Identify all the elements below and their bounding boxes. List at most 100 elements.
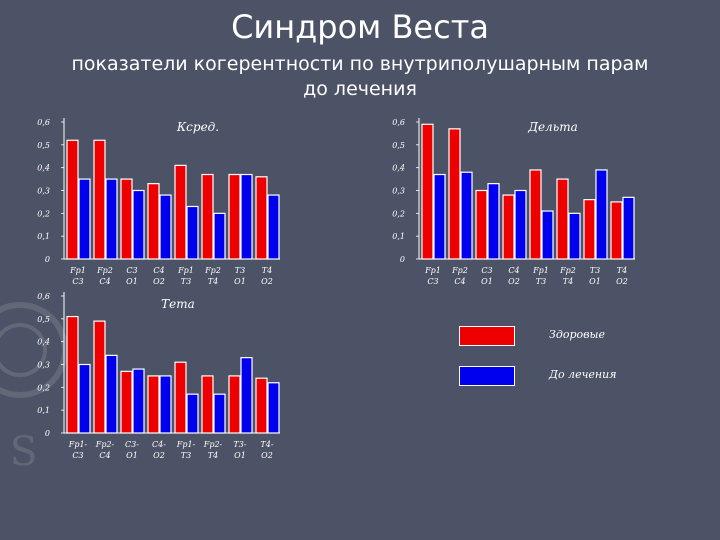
bar-healthy: [502, 194, 515, 260]
x-tick-label: C4-: [152, 440, 166, 449]
x-tick-label: O2: [261, 277, 273, 286]
x-tick-label: T4: [208, 451, 218, 460]
bar-healthy: [66, 139, 79, 260]
x-tick-label: O1: [234, 451, 246, 460]
x-tick-label: O1: [126, 451, 138, 460]
bar-healthy: [120, 370, 133, 434]
bar-healthy: [475, 189, 488, 260]
x-tick-label: C4: [153, 266, 164, 275]
x-tick-label: C4: [99, 451, 110, 460]
y-tick-label: 0,1: [392, 232, 405, 241]
bar-before: [159, 194, 172, 260]
bar-healthy: [120, 178, 133, 260]
bar-before: [186, 205, 199, 260]
x-tick-label: O2: [261, 451, 273, 460]
x-tick-label: O2: [616, 277, 628, 286]
legend-before-swatch: [459, 366, 515, 386]
bar-healthy: [448, 128, 461, 260]
bar-healthy: [147, 375, 160, 434]
bar-healthy: [66, 315, 79, 434]
bar-before: [433, 173, 446, 260]
x-tick-label: T3-: [233, 440, 246, 449]
y-tick-label: 0,4: [37, 338, 50, 347]
legend-before-label: До лечения: [549, 368, 617, 381]
x-tick-label: Fp2: [204, 266, 221, 275]
bar-before: [267, 382, 280, 434]
x-tick-label: C3: [481, 266, 492, 275]
x-tick-label: T3: [536, 277, 546, 286]
bar-healthy: [255, 377, 268, 434]
x-tick-label: T4: [262, 266, 272, 275]
bar-healthy: [529, 169, 542, 260]
bar-before: [213, 393, 226, 434]
x-tick-label: T3: [181, 277, 191, 286]
x-tick-label: C3: [72, 451, 83, 460]
chart-delta: 0 0,1 0,2 0,3 0,4 0,5 0,6 Fp1 C3 Fp2 C4 C3 O1 C4 O2 Fp1…: [392, 118, 635, 286]
y-tick-label: 0,3: [392, 187, 405, 196]
y-tick-label: 0,2: [392, 209, 405, 218]
bar-before: [159, 375, 172, 434]
legend-healthy-label: Здоровые: [549, 328, 605, 341]
x-tick-label: O2: [153, 277, 165, 286]
bar-before: [132, 368, 145, 434]
bar-before: [105, 354, 118, 434]
y-tick-label: 0: [45, 255, 50, 264]
y-tick-label: 0: [400, 255, 405, 264]
bar-before: [240, 357, 253, 434]
x-tick-label: Fp2: [451, 266, 468, 275]
bar-healthy: [201, 375, 214, 434]
x-tick-label: T3: [235, 266, 245, 275]
bar-before: [595, 169, 608, 260]
x-tick-label: C3: [126, 266, 137, 275]
x-tick-label: T3: [181, 451, 191, 460]
y-tick-label: 0,2: [37, 383, 50, 392]
x-tick-label: C4: [99, 277, 110, 286]
bar-before: [460, 171, 473, 260]
y-tick-label: 0,6: [37, 118, 50, 127]
page-subtitle: показатели когерентности по внутриполуша…: [0, 52, 720, 102]
bar-before: [240, 173, 253, 260]
bar-before: [514, 189, 527, 260]
bar-before: [78, 178, 91, 260]
x-tick-label: O2: [153, 451, 165, 460]
x-tick-label: Fp2-: [95, 440, 115, 449]
svg-text:S: S: [10, 429, 37, 475]
x-tick-label: Fp2: [96, 266, 113, 275]
bar-healthy: [228, 375, 241, 434]
y-tick-label: 0,1: [37, 406, 50, 415]
chart-kcred: 0 0,1 0,2 0,3 0,4 0,5 0,6 Fp1 C3 Fp2 C4 C3 O1 C4 O2 Fp1…: [37, 118, 280, 286]
x-tick-label: C3-: [125, 440, 139, 449]
bar-before: [132, 189, 145, 260]
x-tick-label: O1: [481, 277, 493, 286]
x-tick-label: O1: [126, 277, 138, 286]
y-tick-label: 0,6: [392, 118, 405, 127]
x-tick-label: Fp1: [424, 266, 441, 275]
x-tick-label: C3: [427, 277, 438, 286]
y-tick-label: 0: [45, 429, 50, 438]
y-tick-label: 0,5: [37, 141, 50, 150]
chart-title: Дельта: [527, 120, 578, 134]
x-tick-label: C4: [508, 266, 519, 275]
bar-before: [213, 212, 226, 260]
y-tick-label: 0,5: [392, 141, 405, 150]
bar-healthy: [201, 173, 214, 260]
bar-healthy: [174, 361, 187, 434]
y-tick-label: 0,3: [37, 361, 50, 370]
bar-healthy: [421, 123, 434, 260]
bar-healthy: [147, 183, 160, 260]
bar-healthy: [228, 173, 241, 260]
y-tick-label: 0,1: [37, 232, 50, 241]
x-tick-label: Fp1: [69, 266, 86, 275]
x-tick-label: O1: [589, 277, 601, 286]
bar-healthy: [556, 178, 569, 260]
chart-teta: 0 0,1 0,2 0,3 0,4 0,5 0,6 Fp1- C3 Fp2- C4 C3- O1 C4- O…: [37, 292, 280, 460]
y-tick-label: 0,4: [392, 164, 405, 173]
bar-healthy: [610, 201, 623, 260]
bar-healthy: [93, 320, 106, 434]
chart-title: Тета: [161, 297, 195, 311]
x-tick-label: T4: [617, 266, 627, 275]
legend-healthy-swatch: [459, 326, 515, 346]
x-tick-label: O2: [508, 277, 520, 286]
background-decoration-icon: S: [0, 302, 68, 475]
x-tick-label: C4: [454, 277, 465, 286]
